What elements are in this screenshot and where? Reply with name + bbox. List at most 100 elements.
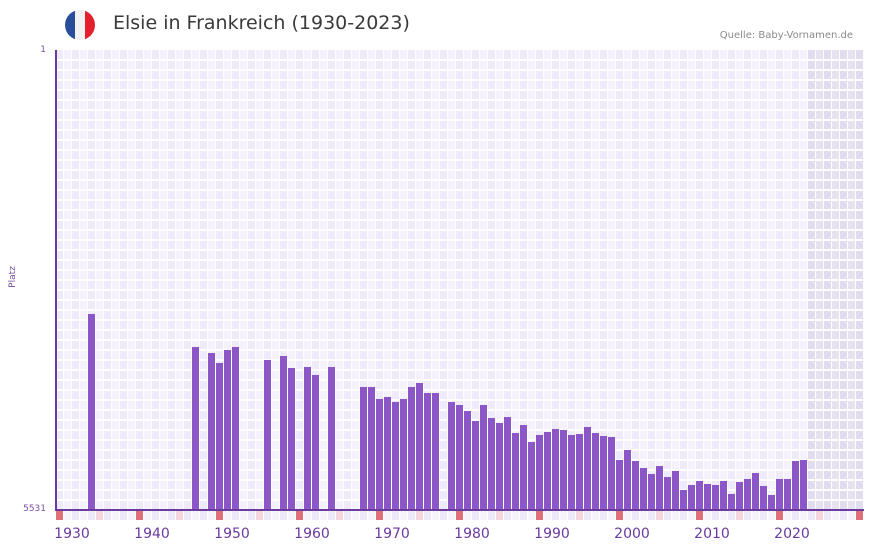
bar-1975[interactable] xyxy=(416,383,423,510)
bar-2018[interactable] xyxy=(760,486,767,510)
bar-1974[interactable] xyxy=(408,387,415,510)
x-tick xyxy=(664,511,671,520)
bar-1996[interactable] xyxy=(584,427,591,510)
bar-1979[interactable] xyxy=(448,401,455,510)
bar-2013[interactable] xyxy=(720,481,727,510)
bar-1982[interactable] xyxy=(472,420,479,510)
x-label-1930: 1930 xyxy=(54,526,90,542)
bar-1962[interactable] xyxy=(312,375,319,510)
bar-1989[interactable] xyxy=(528,442,535,510)
grid-hline xyxy=(56,129,864,131)
x-tick xyxy=(360,511,367,520)
grid-hline xyxy=(56,269,864,271)
bar-2015[interactable] xyxy=(736,482,743,510)
bar-1998[interactable] xyxy=(600,436,607,510)
bar-1968[interactable] xyxy=(360,387,367,510)
x-tick xyxy=(120,511,127,520)
bar-1991[interactable] xyxy=(544,432,551,510)
bar-2020[interactable] xyxy=(776,479,783,510)
bar-1971[interactable] xyxy=(384,397,391,510)
x-label-2020: 2020 xyxy=(774,526,810,542)
bar-2021[interactable] xyxy=(784,479,791,510)
bar-1951[interactable] xyxy=(224,350,231,510)
bar-1949[interactable] xyxy=(208,353,215,510)
bar-1986[interactable] xyxy=(504,416,511,510)
bar-1952[interactable] xyxy=(232,347,239,510)
bar-1969[interactable] xyxy=(368,387,375,510)
bar-2005[interactable] xyxy=(656,466,663,510)
bar-1973[interactable] xyxy=(400,399,407,510)
bar-2001[interactable] xyxy=(624,449,631,510)
bar-1970[interactable] xyxy=(376,399,383,510)
x-tick xyxy=(768,511,775,520)
grid-hline xyxy=(56,249,864,251)
bar-1999[interactable] xyxy=(608,437,615,510)
grid-hline xyxy=(56,229,864,231)
x-tick xyxy=(112,511,119,520)
bar-1961[interactable] xyxy=(304,366,311,510)
x-tick xyxy=(328,511,335,520)
bar-2016[interactable] xyxy=(744,479,751,510)
bar-1956[interactable] xyxy=(264,359,271,510)
bar-1976[interactable] xyxy=(424,393,431,510)
x-tick xyxy=(272,511,279,520)
bar-1983[interactable] xyxy=(480,404,487,510)
bar-1972[interactable] xyxy=(392,401,399,510)
bar-1964[interactable] xyxy=(328,366,335,510)
bar-1995[interactable] xyxy=(576,434,583,510)
x-tick xyxy=(336,511,343,520)
bar-1959[interactable] xyxy=(288,367,295,510)
bar-1934[interactable] xyxy=(88,314,95,510)
grid-hline xyxy=(56,339,864,341)
bar-1993[interactable] xyxy=(560,430,567,510)
bar-2010[interactable] xyxy=(696,481,703,510)
bar-1987[interactable] xyxy=(512,432,519,510)
bar-2022[interactable] xyxy=(792,461,799,510)
bar-1950[interactable] xyxy=(216,363,223,510)
bar-1977[interactable] xyxy=(432,393,439,510)
bar-2002[interactable] xyxy=(632,461,639,510)
bar-2023[interactable] xyxy=(800,460,807,510)
x-tick xyxy=(288,511,295,520)
bar-2003[interactable] xyxy=(640,468,647,510)
bar-1984[interactable] xyxy=(488,417,495,510)
bar-2004[interactable] xyxy=(648,474,655,510)
y-axis-line xyxy=(55,50,57,511)
grid-hline xyxy=(56,159,864,161)
x-tick xyxy=(88,511,95,520)
flag-white-stripe xyxy=(75,10,85,40)
grid-hline xyxy=(56,329,864,331)
x-tick xyxy=(776,511,783,520)
bar-2011[interactable] xyxy=(704,484,711,510)
bar-2019[interactable] xyxy=(768,494,775,510)
x-tick xyxy=(352,511,359,520)
bar-2009[interactable] xyxy=(688,485,695,510)
bar-1994[interactable] xyxy=(568,435,575,510)
bar-2012[interactable] xyxy=(712,485,719,510)
bar-2000[interactable] xyxy=(616,460,623,510)
bar-2008[interactable] xyxy=(680,490,687,510)
bar-1980[interactable] xyxy=(456,404,463,510)
bar-1985[interactable] xyxy=(496,422,503,510)
x-tick xyxy=(520,511,527,520)
grid-hline xyxy=(56,369,864,371)
bar-1997[interactable] xyxy=(592,432,599,510)
bar-2017[interactable] xyxy=(752,473,759,510)
bar-1958[interactable] xyxy=(280,355,287,510)
bar-2006[interactable] xyxy=(664,477,671,510)
x-tick xyxy=(152,511,159,520)
bar-1992[interactable] xyxy=(552,429,559,510)
bar-2014[interactable] xyxy=(728,493,735,510)
bar-2007[interactable] xyxy=(672,471,679,510)
bar-1947[interactable] xyxy=(192,347,199,510)
source-link[interactable]: Quelle: Baby-Vornamen.de xyxy=(719,30,853,41)
x-tick xyxy=(720,511,727,520)
x-tick xyxy=(608,511,615,520)
bar-1990[interactable] xyxy=(536,435,543,510)
bar-1988[interactable] xyxy=(520,424,527,510)
x-tick xyxy=(240,511,247,520)
x-tick xyxy=(64,511,71,520)
bar-1981[interactable] xyxy=(464,410,471,510)
x-tick xyxy=(400,511,407,520)
grid-hline xyxy=(56,399,864,401)
